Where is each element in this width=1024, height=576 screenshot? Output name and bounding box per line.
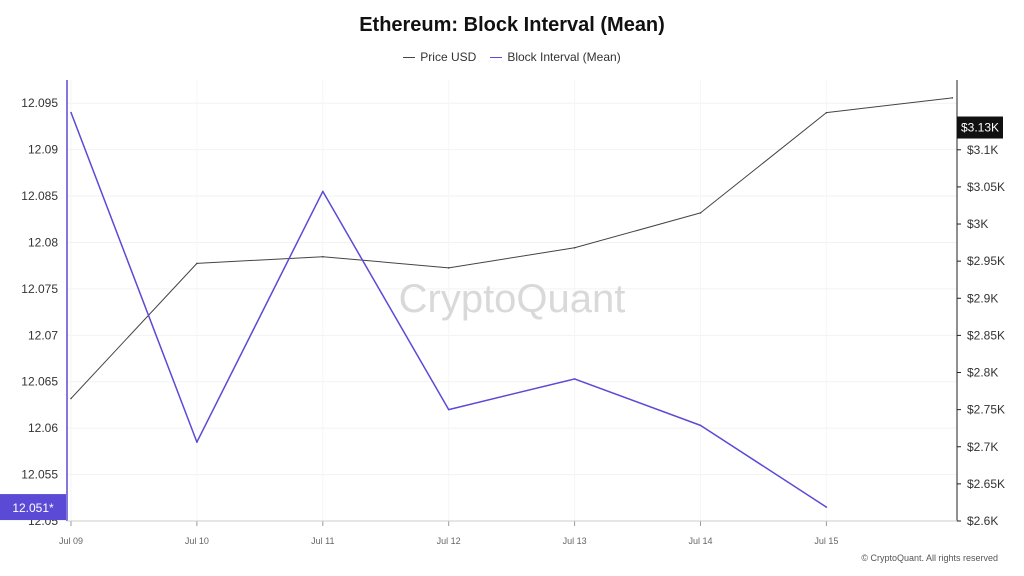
- right-tick-label: $3.05K: [967, 180, 1005, 194]
- data-point-block-interval-mean: [70, 111, 72, 114]
- watermark: CryptoQuant: [399, 277, 626, 321]
- left-tick-label: 12.075: [21, 282, 58, 296]
- data-point-price-usd: [322, 255, 324, 258]
- right-tick-label: $2.95K: [967, 254, 1005, 268]
- chart-title: Ethereum: Block Interval (Mean): [359, 14, 665, 36]
- left-tick-label: 12.055: [21, 468, 58, 482]
- legend-item-price[interactable]: Price USD: [403, 50, 476, 64]
- x-tick-label: Jul 14: [688, 536, 712, 546]
- right-tick-label: $2.7K: [967, 440, 998, 454]
- right-tick-label: $3K: [967, 217, 988, 231]
- right-tick-label: $2.9K: [967, 291, 998, 305]
- data-point-block-interval-mean: [196, 441, 198, 443]
- x-tick-label: Jul 11: [311, 536, 334, 546]
- data-point-price-usd: [573, 246, 576, 249]
- data-point-block-interval-mean: [322, 190, 324, 193]
- right-tick-label: $2.85K: [967, 328, 1005, 342]
- chart-legend: Price USD Block Interval (Mean): [0, 50, 1024, 64]
- data-point-block-interval-mean: [825, 506, 828, 508]
- legend-swatch-price: [403, 56, 416, 58]
- right-tick-label: $2.65K: [967, 477, 1005, 491]
- data-point-block-interval-mean: [573, 378, 576, 380]
- axes: [66, 80, 961, 526]
- right-tick-label: $2.75K: [967, 403, 1005, 417]
- data-point-price-usd: [951, 97, 954, 99]
- gridlines: [67, 80, 957, 522]
- data-point-price-usd: [70, 397, 72, 400]
- legend-swatch-block-interval: [490, 56, 503, 58]
- left-tick-label: 12.09: [28, 143, 58, 157]
- left-tick-label: 12.08: [28, 235, 58, 249]
- left-tick-label: 12.07: [28, 328, 58, 342]
- legend-item-block-interval[interactable]: Block Interval (Mean): [490, 50, 621, 64]
- tick-labels: 12.0512.05512.0612.06512.0712.07512.0812…: [0, 96, 1005, 546]
- data-point-price-usd: [825, 111, 828, 114]
- x-tick-label: Jul 09: [59, 536, 83, 546]
- data-point-block-interval-mean: [447, 408, 450, 411]
- copyright-footer: © CryptoQuant. All rights reserved: [861, 553, 998, 563]
- right-tick-label: $2.6K: [967, 514, 998, 528]
- right-current-value-flag: [957, 116, 1003, 139]
- left-current-value-flag: [0, 494, 66, 521]
- right-current-value-label: $3.13K: [961, 121, 999, 135]
- x-tick-label: Jul 15: [814, 536, 838, 546]
- left-tick-label: 12.06: [28, 421, 58, 435]
- data-point-price-usd: [447, 267, 450, 269]
- series-line-price-usd: [70, 97, 953, 399]
- right-tick-label: $3.1K: [967, 143, 998, 157]
- left-tick-label: 12.095: [21, 96, 58, 110]
- right-tick-label: $2.8K: [967, 366, 998, 380]
- x-tick-label: Jul 12: [437, 536, 461, 546]
- legend-label-block-interval: Block Interval (Mean): [507, 50, 621, 64]
- series-lines: [70, 97, 954, 508]
- data-point-price-usd: [196, 262, 198, 265]
- legend-label-price: Price USD: [420, 50, 477, 64]
- x-tick-label: Jul 13: [563, 536, 587, 546]
- data-point-block-interval-mean: [699, 424, 702, 427]
- x-tick-label: Jul 10: [185, 536, 209, 546]
- data-point-price-usd: [699, 212, 702, 214]
- left-current-value-label: 12.051*: [12, 501, 54, 515]
- left-tick-label: 12.085: [21, 189, 58, 203]
- left-tick-label: 12.065: [21, 375, 58, 389]
